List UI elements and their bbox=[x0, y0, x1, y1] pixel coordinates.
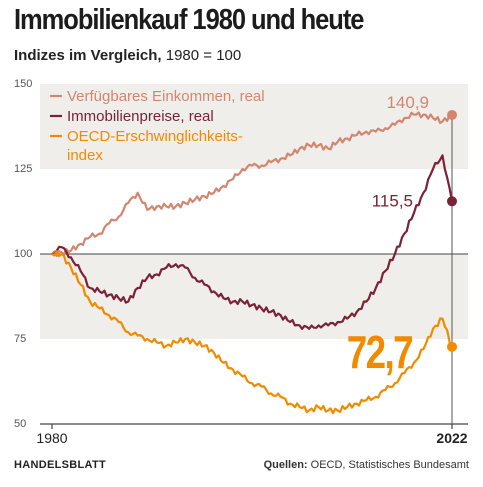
grid-band-upper bbox=[40, 84, 468, 169]
x-tick-label-end: 2022 bbox=[436, 430, 467, 446]
source-text: OECD, Statistisches Bundesamt bbox=[307, 459, 469, 471]
end-label-affordability: 72,7 bbox=[347, 326, 413, 378]
series-line-3 bbox=[51, 250, 453, 415]
brand-label: HANDELSBLATT bbox=[14, 459, 106, 471]
end-point-2 bbox=[447, 196, 457, 207]
end-label-prices: 115,5 bbox=[372, 191, 413, 210]
chart-subtitle: Indizes im Vergleich, 1980 = 100 bbox=[14, 47, 241, 64]
y-tick-label: 125 bbox=[14, 163, 32, 175]
legend-label-3: OECD-Erschwinglichkeits- bbox=[67, 128, 243, 145]
end-point-1 bbox=[447, 109, 457, 120]
series-line-1 bbox=[51, 111, 453, 257]
y-tick-label: 150 bbox=[14, 78, 32, 90]
grid-band-lower bbox=[40, 254, 468, 339]
y-tick-label: 75 bbox=[14, 333, 26, 345]
y-tick-label: 50 bbox=[14, 418, 26, 430]
x-tick-label-start: 1980 bbox=[36, 430, 67, 446]
subtitle-rest: 1980 = 100 bbox=[161, 47, 242, 64]
end-point-3 bbox=[447, 341, 457, 352]
legend-label-2: Immobilienpreise, real bbox=[67, 108, 214, 125]
subtitle-bold: Indizes im Vergleich, bbox=[14, 47, 162, 64]
chart-title: Immobilienkauf 1980 und heute bbox=[14, 4, 364, 36]
source-label: Quellen: bbox=[263, 459, 308, 471]
end-label-income: 140,9 bbox=[386, 93, 429, 112]
series-line-2 bbox=[51, 154, 454, 330]
legend-label-1: Verfügbares Einkommen, real bbox=[67, 88, 265, 105]
legend-label-3: index bbox=[67, 147, 103, 164]
y-tick-label: 100 bbox=[14, 248, 32, 260]
source-note: Quellen: OECD, Statistisches Bundesamt bbox=[264, 459, 469, 471]
